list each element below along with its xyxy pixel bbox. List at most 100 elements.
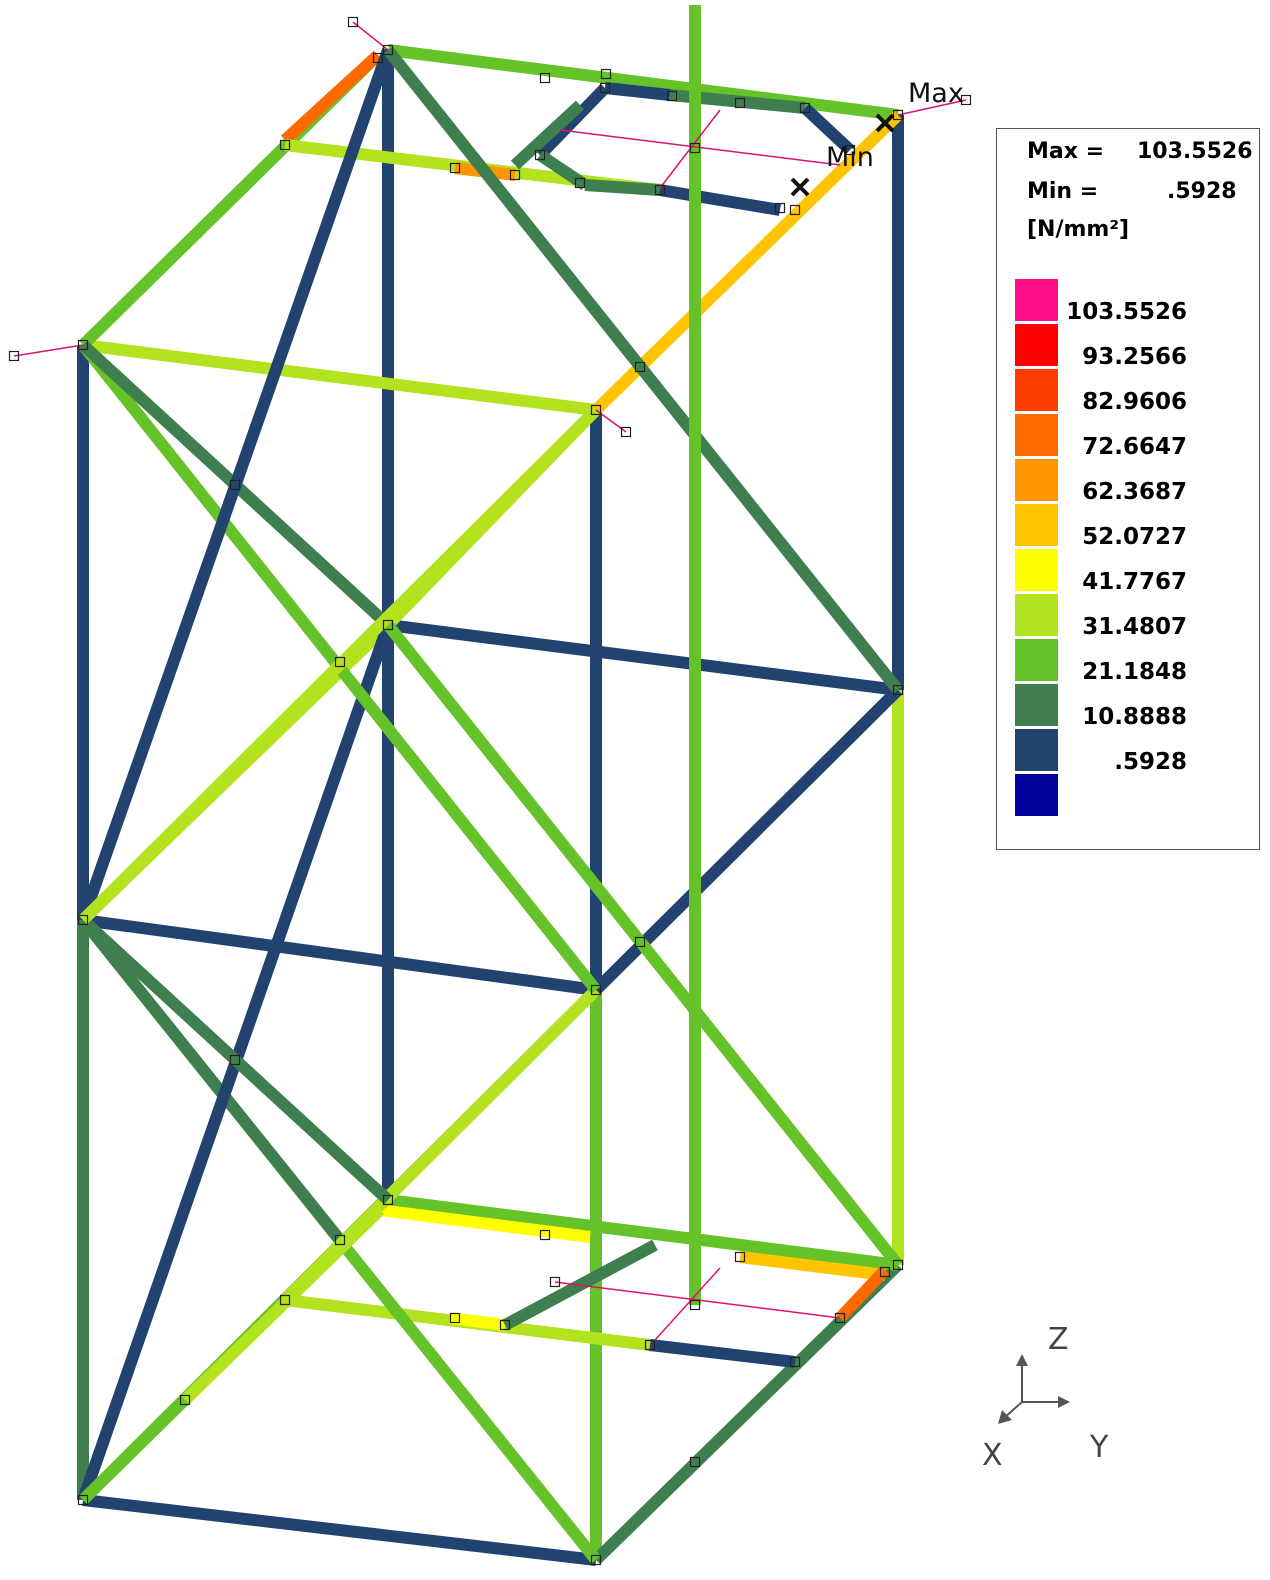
truss-node [499, 1319, 511, 1331]
truss-node [77, 1494, 89, 1506]
truss-node [574, 177, 586, 189]
truss-node [834, 1312, 846, 1324]
legend-scale-label: 82.9606 [1082, 389, 1187, 415]
truss-node [549, 1276, 561, 1288]
legend-swatch [1015, 414, 1058, 456]
truss-node [892, 109, 904, 121]
truss-node [534, 149, 546, 161]
truss-node [620, 426, 632, 438]
truss-node [334, 656, 346, 668]
truss-node [590, 1554, 602, 1566]
truss-node [879, 1266, 891, 1278]
legend-scale-label: 10.8888 [1082, 704, 1187, 730]
truss-member [82, 339, 597, 416]
truss-member [82, 914, 597, 996]
truss-node [382, 44, 394, 56]
truss-node [789, 204, 801, 216]
truss-member [659, 184, 781, 216]
min-marker-label: Min [826, 142, 874, 173]
extreme-markers [790, 113, 895, 197]
truss-member [584, 179, 661, 196]
legend-swatch [1015, 594, 1058, 636]
stress-legend: Max = 103.5526 Min = .5928 [N/mm²] 103.5… [996, 128, 1260, 850]
truss-node [960, 94, 972, 106]
legend-scale-label: .5928 [1114, 749, 1187, 775]
truss-member [739, 1251, 886, 1281]
truss-member [77, 48, 394, 922]
legend-max-label: Max = [1027, 139, 1105, 164]
axis-x-label: X [982, 1438, 1003, 1473]
truss-node [654, 184, 666, 196]
truss-node [382, 619, 394, 631]
coordinate-triad-icon [998, 1354, 1070, 1424]
legend-swatch [1015, 324, 1058, 366]
legend-scale-label: 62.3687 [1082, 479, 1187, 505]
truss-member [510, 100, 585, 170]
truss-node [509, 169, 521, 181]
legend-max-value: 103.5526 [1137, 139, 1253, 164]
truss-member [536, 150, 589, 190]
truss-member [604, 82, 671, 101]
truss-node [799, 102, 811, 114]
support-leader [13, 344, 84, 357]
truss-member [280, 50, 383, 145]
truss-member [835, 1265, 890, 1323]
truss-node [8, 350, 20, 362]
truss-node [229, 479, 241, 491]
truss-member [387, 619, 899, 696]
truss-node [634, 361, 646, 373]
truss-node [689, 1299, 701, 1311]
max-marker-label: Max [908, 78, 964, 109]
truss-member [387, 44, 899, 121]
truss-node [644, 1339, 656, 1351]
legend-swatch [1015, 774, 1058, 816]
truss-node [892, 684, 904, 696]
truss-node [539, 1229, 551, 1241]
axis-z-label: Z [1048, 1322, 1069, 1357]
truss-node [382, 1194, 394, 1206]
truss-member [78, 916, 345, 1244]
legend-scale-label: 93.2566 [1082, 344, 1187, 370]
truss-node [279, 139, 291, 151]
legend-scale-label: 103.5526 [1066, 299, 1187, 325]
truss-node [892, 1259, 904, 1271]
truss-node [634, 936, 646, 948]
truss-node [229, 1054, 241, 1066]
truss-member [383, 621, 903, 1269]
legend-scale-label: 21.1848 [1082, 659, 1187, 685]
truss-node [590, 404, 602, 416]
legend-swatch [1015, 459, 1058, 501]
truss-node [449, 162, 461, 174]
support-leader [897, 99, 967, 116]
truss-members [77, 5, 904, 1566]
truss-member [78, 915, 393, 1205]
truss-member [535, 83, 610, 160]
truss-node [599, 82, 611, 94]
truss-node [689, 1456, 701, 1468]
legend-unit: [N/mm²] [1027, 217, 1130, 242]
truss-member [449, 1312, 506, 1331]
truss-node [539, 72, 551, 84]
legend-swatch [1015, 279, 1058, 321]
truss-node [666, 90, 678, 102]
truss-member [800, 103, 855, 155]
truss-node [844, 144, 856, 156]
truss-node [77, 914, 89, 926]
support-leader [654, 1267, 721, 1341]
legend-swatch [1015, 729, 1058, 771]
truss-node [449, 1312, 461, 1324]
truss-member [383, 46, 903, 694]
legend-min-label: Min = [1027, 179, 1099, 204]
truss-node [600, 68, 612, 80]
truss-member [591, 110, 903, 415]
truss-node [789, 1356, 801, 1368]
truss-node [372, 52, 384, 64]
truss-member [78, 405, 601, 925]
truss-node [279, 1294, 291, 1306]
legend-scale-label: 72.6647 [1082, 434, 1187, 460]
min-marker-icon [790, 177, 810, 197]
legend-swatch [1015, 369, 1058, 411]
truss-node [689, 142, 701, 154]
legend-scale-label: 52.0727 [1082, 524, 1187, 550]
